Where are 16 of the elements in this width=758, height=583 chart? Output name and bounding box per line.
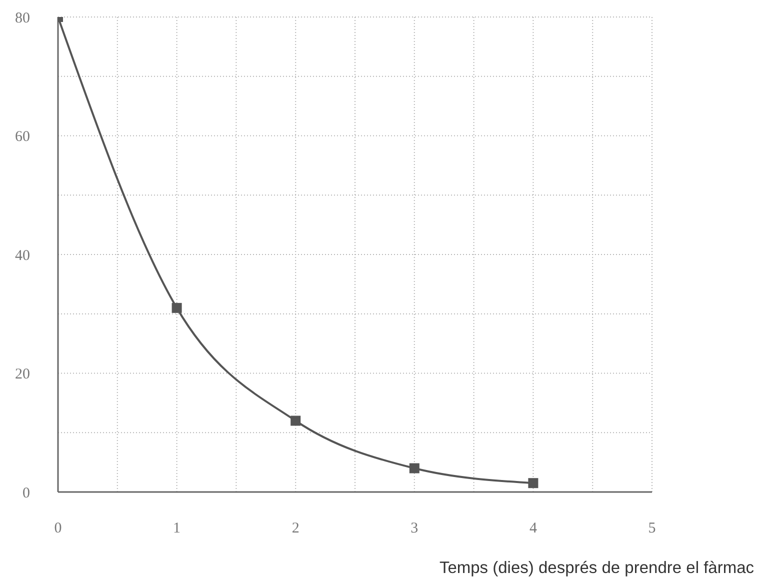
y-tick-label: 60 — [15, 129, 30, 146]
y-tick-label: 0 — [22, 485, 30, 502]
point — [528, 478, 538, 488]
y-tick-label: 20 — [15, 366, 30, 383]
x-tick-label: 0 — [54, 520, 62, 537]
x-tick-label: 4 — [529, 520, 538, 537]
point — [409, 463, 420, 474]
point — [290, 416, 301, 426]
x-tick-label: 2 — [292, 520, 300, 537]
x-tick-label: 5 — [648, 520, 656, 537]
x-tick-label: 3 — [410, 520, 418, 537]
x-tick-label: 1 — [173, 520, 181, 537]
x-axis-title: Temps (dies) després de prendre el fàrmac — [439, 559, 754, 577]
y-tick-label: 40 — [15, 248, 30, 264]
point — [172, 302, 182, 313]
y-tick-label: 80 — [15, 10, 30, 26]
